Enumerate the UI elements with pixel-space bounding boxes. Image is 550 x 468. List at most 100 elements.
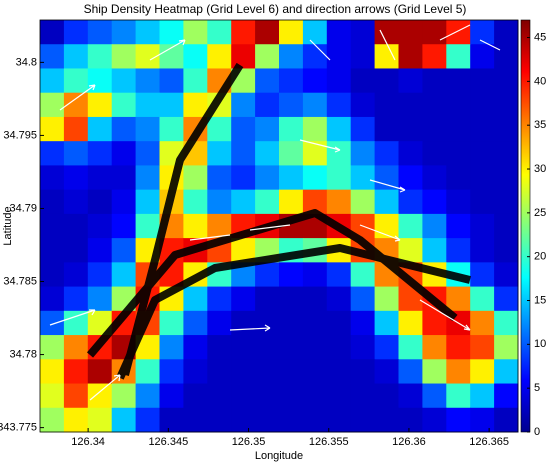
x-tick-label: 126.365 xyxy=(469,436,509,448)
arrow xyxy=(189,39,331,241)
heat-cell xyxy=(326,116,352,142)
heat-cell xyxy=(183,44,208,69)
heat-cell xyxy=(40,116,65,142)
heat-cell xyxy=(63,116,89,142)
colorbar-tick-label: 10 xyxy=(534,338,546,350)
heat-cell xyxy=(398,189,423,215)
heat-cell xyxy=(398,407,423,433)
heat-cell xyxy=(111,213,137,239)
heat-cell xyxy=(494,116,519,142)
heat-cell xyxy=(207,20,232,45)
heat-cell xyxy=(63,310,89,336)
heat-cell xyxy=(350,116,376,142)
heat-cell xyxy=(231,310,256,336)
heat-cell xyxy=(470,310,495,336)
heat-cell xyxy=(279,335,304,360)
heat-cell xyxy=(135,189,160,215)
heat-cell xyxy=(207,383,232,409)
heat-cell xyxy=(398,116,423,142)
heat-cell xyxy=(446,189,471,215)
x-tick-label: 126.355 xyxy=(309,436,349,448)
heat-cell xyxy=(446,92,471,118)
y-tick-label: 34.8 xyxy=(16,56,37,68)
heat-cell xyxy=(422,335,447,360)
heat-cell xyxy=(494,335,519,360)
heat-cell xyxy=(470,335,495,360)
heat-cell xyxy=(231,335,256,360)
heat-cell xyxy=(63,141,89,166)
heat-cell xyxy=(350,141,376,166)
heat-cell xyxy=(135,68,160,94)
heat-cell xyxy=(446,286,471,312)
heat-cell xyxy=(255,116,280,142)
heat-cell xyxy=(231,286,256,312)
heat-cell xyxy=(326,286,352,312)
heat-cell xyxy=(87,238,113,263)
heat-cell xyxy=(279,141,304,166)
heat-cell xyxy=(231,407,256,433)
x-tick-label: 126.35 xyxy=(232,436,266,448)
arrow xyxy=(149,39,186,61)
heat-cell xyxy=(207,359,232,385)
track xyxy=(121,62,244,377)
heat-cell xyxy=(207,310,232,336)
heat-cell xyxy=(207,116,232,142)
heat-cell xyxy=(183,92,208,118)
heat-cell xyxy=(255,359,280,385)
heat-cell xyxy=(40,20,65,45)
heat-cell xyxy=(279,310,304,336)
heat-cell xyxy=(326,310,352,336)
heat-cell xyxy=(326,165,352,191)
heat-cell xyxy=(135,141,160,166)
heat-cell xyxy=(87,359,113,385)
heat-cell xyxy=(40,92,65,118)
heat-cell xyxy=(446,141,471,166)
heat-cell xyxy=(159,92,184,118)
heat-cell xyxy=(350,92,376,118)
heat-cell xyxy=(374,165,399,191)
heat-cell xyxy=(494,92,519,118)
colorbar-tick-label: 45 xyxy=(534,31,546,43)
heat-cell xyxy=(111,165,137,191)
arrow xyxy=(379,24,501,61)
heat-cell xyxy=(231,116,256,142)
heat-cell xyxy=(87,20,113,45)
heat-cell xyxy=(350,165,376,191)
heat-cell xyxy=(63,92,89,118)
heat-cell xyxy=(159,383,184,409)
colorbar-tick-label: 0 xyxy=(534,426,540,438)
heat-cell xyxy=(183,213,208,239)
heat-cell xyxy=(40,359,65,385)
heat-cell xyxy=(255,262,280,288)
heat-cell xyxy=(350,383,376,409)
heat-cell xyxy=(135,165,160,191)
heat-cell xyxy=(422,165,447,191)
heat-cell xyxy=(183,20,208,45)
heat-cell xyxy=(40,262,65,288)
heat-cell xyxy=(446,383,471,409)
heat-cell xyxy=(183,335,208,360)
heat-cell xyxy=(40,310,65,336)
heat-cell xyxy=(302,286,328,312)
heat-cell xyxy=(374,359,399,385)
heat-cell xyxy=(111,383,137,409)
heat-cell xyxy=(494,383,519,409)
plot-frame xyxy=(39,19,519,433)
heat-cell xyxy=(374,92,399,118)
heat-cell xyxy=(207,286,232,312)
heat-cell xyxy=(470,238,495,263)
y-tick-label: 343.775 xyxy=(0,422,37,434)
heat-cell xyxy=(111,238,137,263)
heat-cell xyxy=(135,383,160,409)
heat-cell xyxy=(326,68,352,94)
heat-cell xyxy=(231,359,256,385)
heat-cell xyxy=(87,383,113,409)
heat-cell xyxy=(87,262,113,288)
heat-cell xyxy=(135,407,160,433)
heat-cell xyxy=(255,44,280,69)
heat-cell xyxy=(255,335,280,360)
heat-cell xyxy=(398,165,423,191)
x-axis-label: Longitude xyxy=(255,450,303,462)
heat-cell xyxy=(135,20,160,45)
heat-cell xyxy=(374,286,399,312)
